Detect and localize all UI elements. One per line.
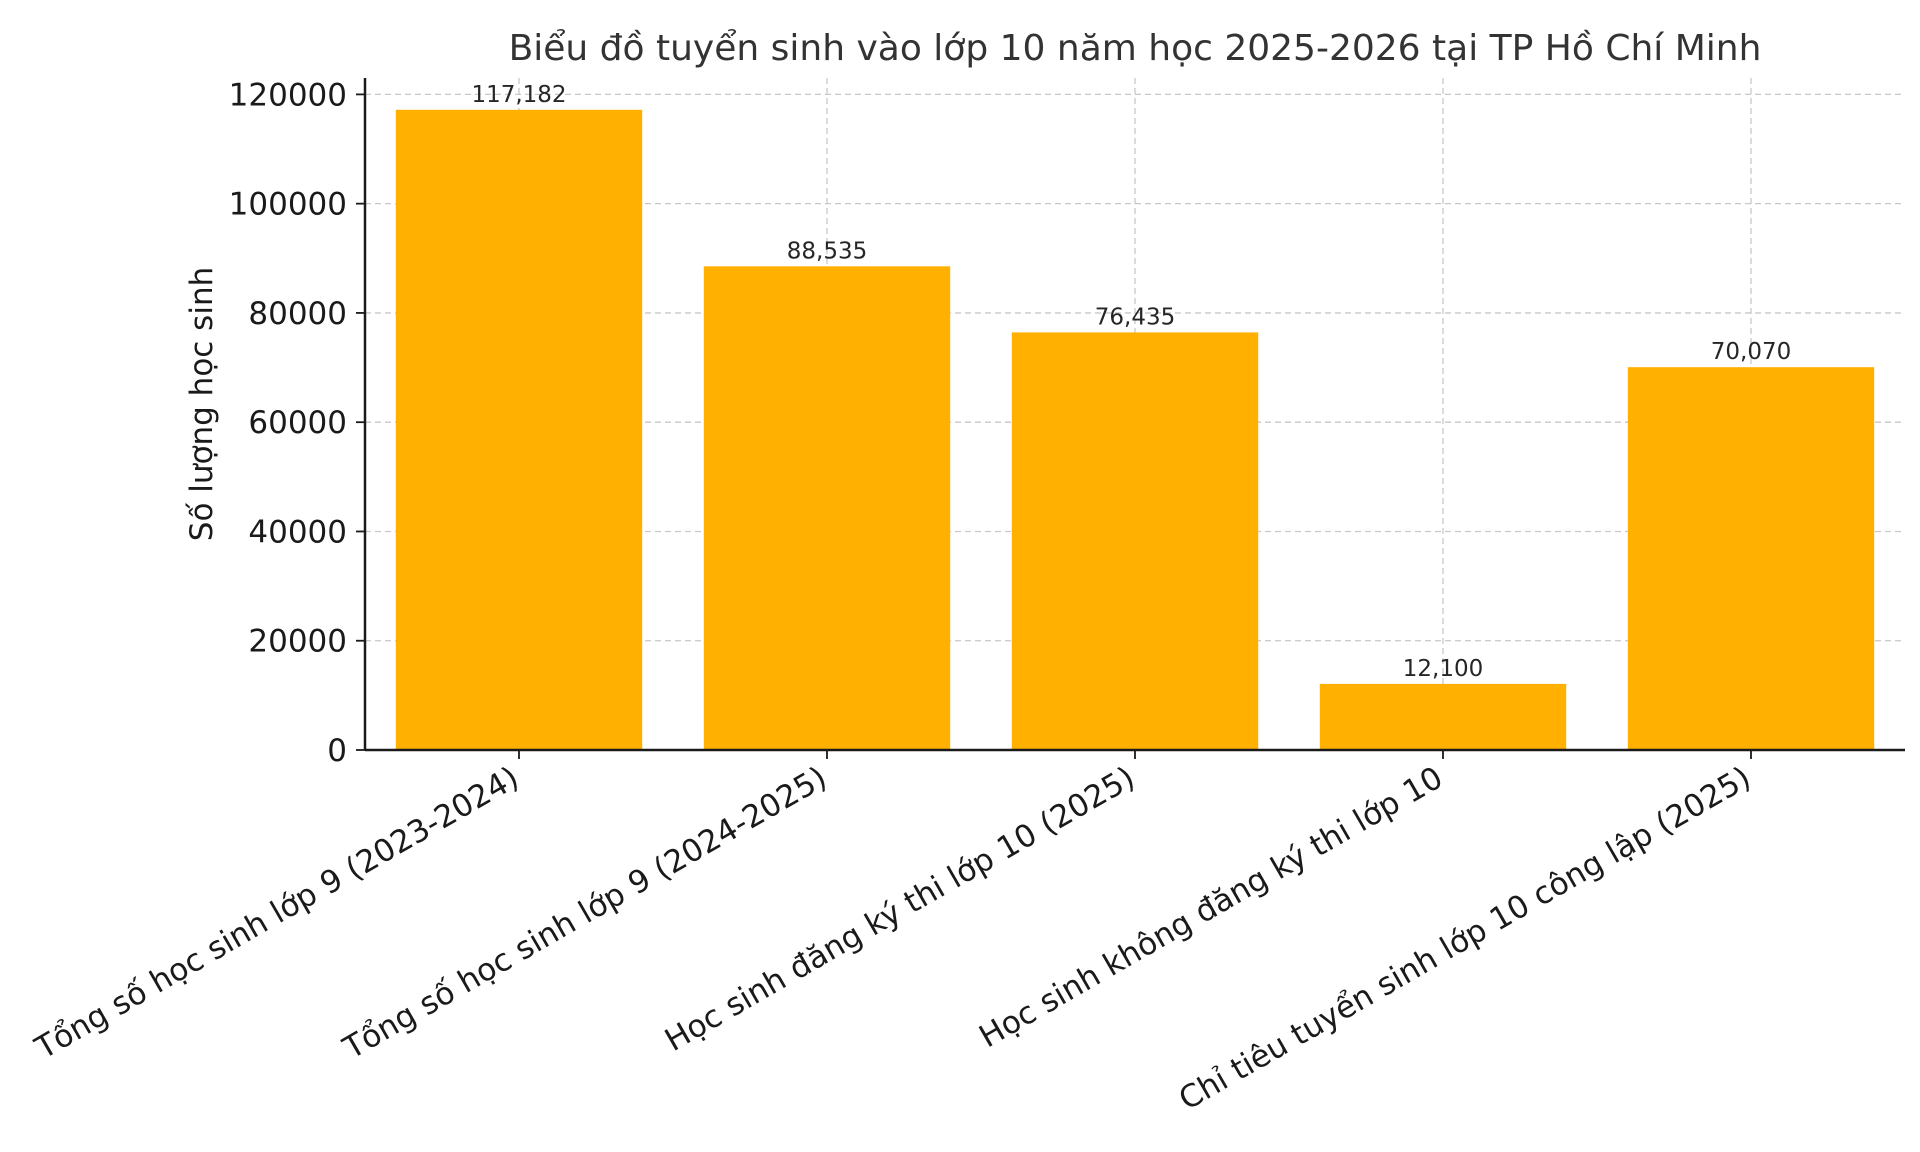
data-label: 76,435 — [1095, 304, 1175, 330]
y-tick-label: 100000 — [229, 187, 347, 223]
y-tick-label: 80000 — [248, 296, 347, 332]
x-tick-label: Học sinh đăng ký thi lớp 10 (2025) — [659, 760, 1141, 1059]
x-tick-label: Tổng số học sinh lớp 9 (2023-2024) — [29, 760, 525, 1067]
bars — [395, 109, 1875, 751]
y-tick-label: 60000 — [248, 405, 347, 441]
bar — [1627, 367, 1875, 750]
bar — [703, 266, 951, 750]
data-label: 88,535 — [787, 238, 867, 264]
chart-title: Biểu đồ tuyển sinh vào lớp 10 năm học 20… — [509, 28, 1762, 69]
data-label: 117,182 — [471, 82, 566, 108]
x-tick-label: Chỉ tiêu tuyển sinh lớp 10 công lập (202… — [1173, 760, 1757, 1118]
x-tick-label: Tổng số học sinh lớp 9 (2024-2025) — [337, 760, 833, 1067]
y-axis-label: Số lượng học sinh — [184, 267, 220, 541]
data-label: 12,100 — [1403, 656, 1483, 682]
bar — [395, 109, 643, 751]
bar — [1319, 683, 1567, 750]
axes — [356, 78, 1905, 759]
y-tick-label: 20000 — [248, 624, 347, 660]
y-tick-label: 0 — [327, 733, 347, 769]
y-tick-label: 40000 — [248, 514, 347, 550]
data-label: 70,070 — [1711, 339, 1791, 365]
y-tick-label: 120000 — [229, 77, 347, 113]
bar — [1011, 332, 1259, 750]
